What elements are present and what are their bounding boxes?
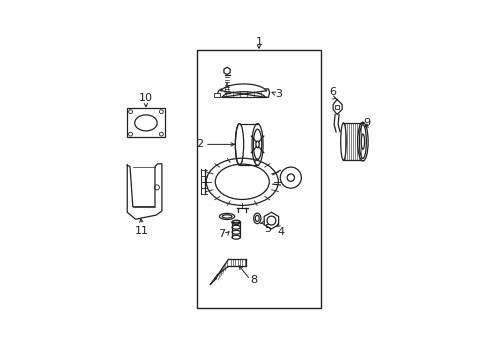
Text: 8: 8 (250, 275, 257, 285)
Text: 7: 7 (218, 229, 225, 239)
Text: 6: 6 (328, 87, 335, 97)
Bar (196, 50, 321, 308)
Bar (213, 93, 219, 97)
Text: 5: 5 (264, 224, 270, 234)
Bar (127, 108, 164, 138)
Text: 10: 10 (139, 93, 153, 103)
Text: 4: 4 (277, 227, 285, 237)
Text: 9: 9 (362, 118, 369, 128)
Bar (334, 105, 338, 109)
Text: 11: 11 (135, 226, 149, 236)
Text: 3: 3 (275, 89, 282, 99)
Text: 2: 2 (196, 139, 203, 149)
Text: 1: 1 (255, 37, 262, 48)
